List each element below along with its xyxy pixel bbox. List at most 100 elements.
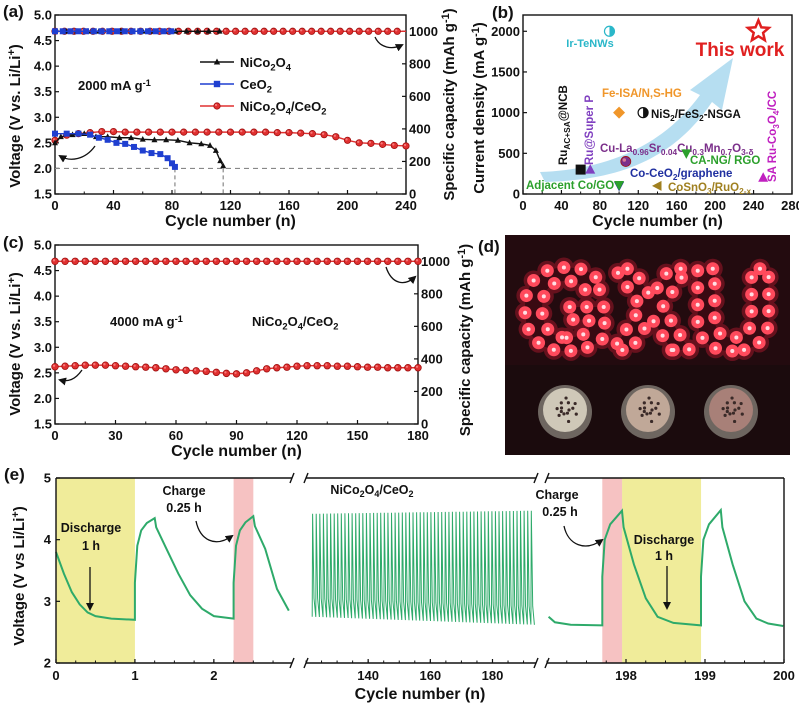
discharge-time-label: 1 h [655,549,673,563]
voltage-point [323,361,331,370]
voltage-point [367,139,375,147]
voltage-point [162,365,170,373]
voltage-point [215,128,223,136]
voltage-point [198,140,205,147]
led-text: GXU [520,244,776,376]
voltage-point [169,160,175,167]
capacity-point [121,28,128,35]
voltage-point [182,366,190,374]
panel-label: (a) [3,2,24,21]
legend-marker [213,102,221,110]
plot-frame [54,244,419,425]
capacity-point [212,257,221,265]
voltage-point [378,140,387,148]
voltage-point [192,367,200,375]
legend-marker [213,58,221,65]
y-tick-label: 0 [513,187,520,202]
discharge-time-label: 1 h [82,539,100,553]
scatter-point [585,164,596,174]
voltage-point [414,364,422,372]
voltage-point [87,131,94,138]
panel-label: (d) [478,237,500,256]
axis-pointer-arrow [58,369,83,386]
y-axis-label: Voltage (V vs. Li/Li+) [6,272,24,416]
voltage-point [101,361,110,369]
voltage-point [148,150,155,157]
y-tick-label: 4.0 [34,289,52,304]
voltage-point [113,139,120,146]
capacity-point [137,28,144,35]
scatter-point [652,180,662,191]
voltage-point [232,370,241,378]
voltage-point [203,128,211,136]
point-label: CA-NG/ RGO [690,155,760,167]
voltage-point [250,128,258,136]
capacity-point [216,27,223,34]
y-tick-label: 2000 [491,24,520,39]
voltage-point [202,367,210,376]
x-tick-label: 199 [694,668,716,683]
voltage-point [313,361,321,370]
y-tick-label: 2.5 [34,365,52,380]
axis-break [289,657,295,669]
capacity-point [283,257,291,265]
voltage-point [145,128,153,136]
discharge-band [56,478,135,663]
capacity-point [168,28,175,35]
voltage-point [98,128,106,136]
led-highlight: GXU [520,244,776,376]
x-tick-label: 0 [51,198,58,213]
x-tick-label: 240 [743,198,765,213]
capacity-point [101,257,110,265]
capacity-point [145,28,152,35]
voltage-point [273,129,281,137]
voltage-curve [55,514,290,621]
y-tick-label: 4.0 [34,59,52,74]
capacity-point [75,28,82,35]
capacity-point [346,27,354,35]
x-tick-label: 0 [51,428,58,443]
discharge-label: Discharge [61,521,121,535]
capacity-point [373,257,382,265]
voltage-point [180,128,188,136]
axis-pointer-arrow [563,525,604,547]
voltage-point [133,128,141,136]
y-axis-label: Voltage (V vs. Li/Li+) [6,44,24,188]
capacity-point [333,257,342,265]
capacity-point [289,27,297,35]
y-tick-label: 5.0 [34,8,52,23]
voltage-point [373,363,382,371]
capacity-point [83,28,90,35]
voltage-point [164,155,171,162]
capacity-point [279,27,287,35]
x-tick-label: 200 [704,198,726,213]
voltage-point [128,134,135,141]
current-density-annotation: 4000 mA g-1 [110,313,183,329]
x-tick-label: 30 [108,428,122,443]
voltage-point [394,364,402,372]
axis-break [544,472,550,484]
y-tick-label: 4.5 [34,263,52,278]
voltage-point [404,364,412,372]
legend-marker [213,80,221,88]
capacity-point [393,27,401,35]
voltage-point [186,139,193,146]
voltage-point [151,136,158,143]
y2-tick-label: 0 [409,187,416,202]
capacity-point [194,27,201,34]
x-tick-label: 198 [615,668,637,683]
voltage-point [121,362,130,370]
y-tick-label: 1.5 [34,417,52,432]
x-tick-label: 120 [286,428,308,443]
y-tick-label: 3.5 [34,84,52,99]
y-tick-label: 4.5 [34,33,52,48]
capacity-point [121,257,130,265]
voltage-point [156,128,164,136]
point-label: RuAC+SA@NCB [558,85,572,165]
x-tick-label: 280 [781,198,799,213]
voltage-point [122,140,129,147]
x-axis-label: Cycle number (n) [355,686,486,703]
capacity-point [303,257,311,265]
